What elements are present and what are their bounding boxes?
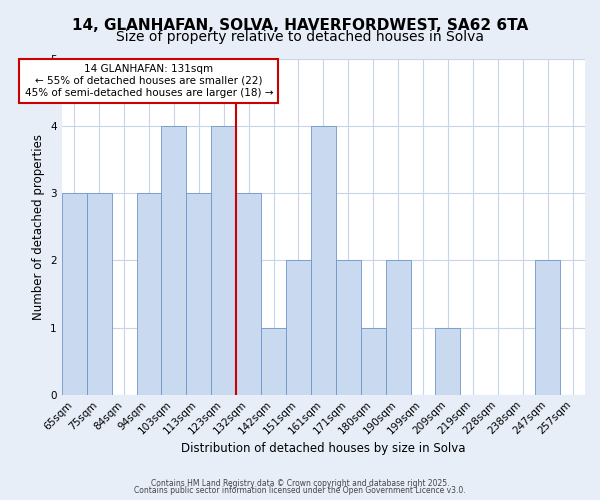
Bar: [286, 260, 311, 394]
Y-axis label: Number of detached properties: Number of detached properties: [32, 134, 45, 320]
Text: Size of property relative to detached houses in Solva: Size of property relative to detached ho…: [116, 30, 484, 44]
Text: 14 GLANHAFAN: 131sqm
← 55% of detached houses are smaller (22)
45% of semi-detac: 14 GLANHAFAN: 131sqm ← 55% of detached h…: [25, 64, 273, 98]
Bar: [361, 328, 386, 394]
Bar: [535, 260, 560, 394]
Bar: [386, 260, 410, 394]
Bar: [161, 126, 187, 394]
Bar: [311, 126, 336, 394]
Text: Contains public sector information licensed under the Open Government Licence v3: Contains public sector information licen…: [134, 486, 466, 495]
Bar: [336, 260, 361, 394]
Bar: [211, 126, 236, 394]
Bar: [187, 194, 211, 394]
X-axis label: Distribution of detached houses by size in Solva: Distribution of detached houses by size …: [181, 442, 466, 455]
Bar: [62, 194, 86, 394]
Bar: [436, 328, 460, 394]
Bar: [86, 194, 112, 394]
Bar: [137, 194, 161, 394]
Text: 14, GLANHAFAN, SOLVA, HAVERFORDWEST, SA62 6TA: 14, GLANHAFAN, SOLVA, HAVERFORDWEST, SA6…: [72, 18, 528, 32]
Bar: [236, 194, 261, 394]
Bar: [261, 328, 286, 394]
Text: Contains HM Land Registry data © Crown copyright and database right 2025.: Contains HM Land Registry data © Crown c…: [151, 478, 449, 488]
